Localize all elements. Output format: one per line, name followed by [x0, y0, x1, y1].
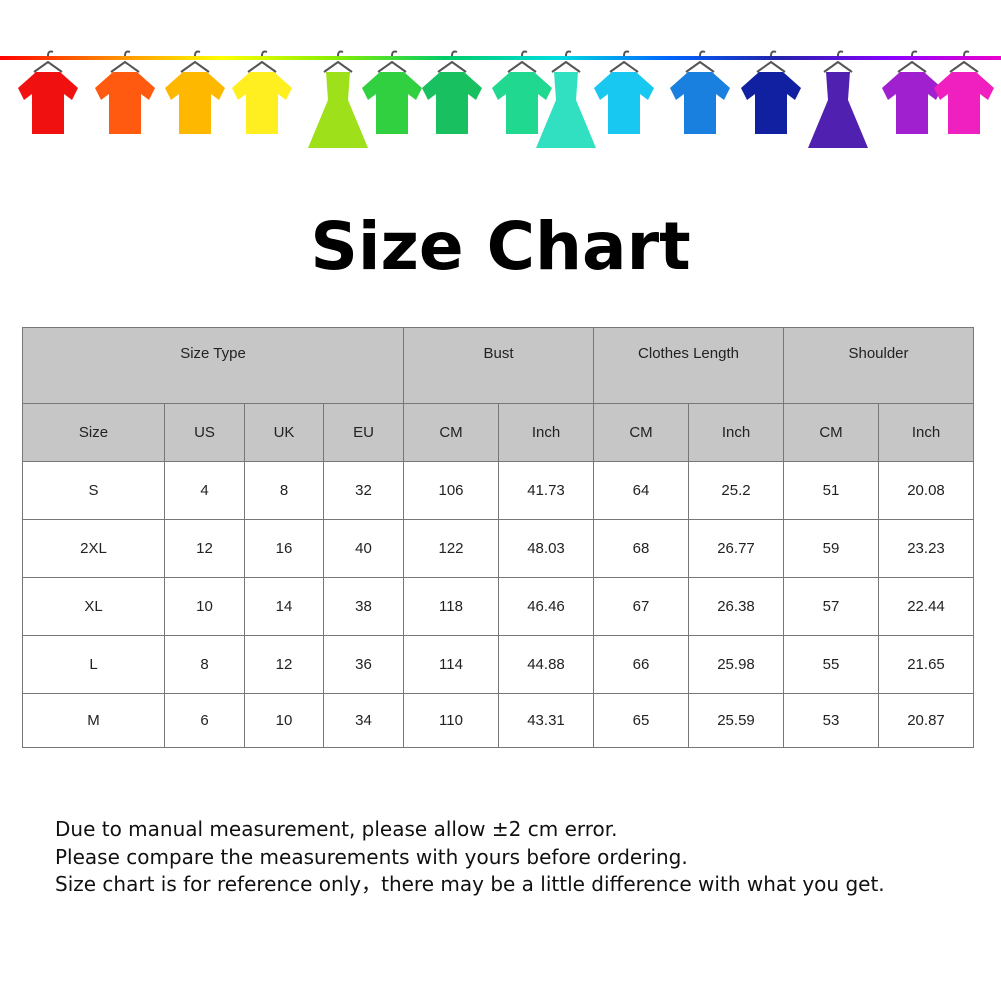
column-header: UK	[244, 403, 324, 462]
size-table: Size Type Bust Clothes Length Shoulder S…	[22, 327, 974, 748]
clothesline	[0, 56, 1001, 60]
table-cell: 25.2	[688, 461, 784, 520]
garment-icon	[536, 50, 596, 148]
table-cell: 26.38	[688, 577, 784, 636]
table-cell: 25.98	[688, 635, 784, 694]
table-cell: 41.73	[498, 461, 594, 520]
table-cell: 44.88	[498, 635, 594, 694]
table-cell: 110	[403, 693, 499, 748]
note-line: Size chart is for reference only，there m…	[55, 872, 885, 896]
garment-icon	[882, 50, 942, 134]
table-cell: 38	[323, 577, 404, 636]
column-header: Inch	[878, 403, 974, 462]
table-cell: 122	[403, 519, 499, 578]
table-cell: 10	[244, 693, 324, 748]
table-cell: 10	[164, 577, 245, 636]
group-header: Size Type	[22, 327, 404, 404]
table-cell: 48.03	[498, 519, 594, 578]
table-cell: 68	[593, 519, 689, 578]
column-header: Inch	[688, 403, 784, 462]
table-cell: 64	[593, 461, 689, 520]
table-cell: M	[22, 693, 165, 748]
table-cell: 57	[783, 577, 879, 636]
garment-icon	[594, 50, 654, 134]
garment-icon	[362, 50, 422, 134]
table-cell: 65	[593, 693, 689, 748]
note-line: Due to manual measurement, please allow …	[55, 817, 618, 841]
garment-icon	[95, 50, 155, 134]
garment-icon	[741, 50, 801, 134]
table-cell: 46.46	[498, 577, 594, 636]
garment-icon	[808, 50, 868, 148]
table-cell: 67	[593, 577, 689, 636]
table-cell: 53	[783, 693, 879, 748]
group-header: Clothes Length	[593, 327, 784, 404]
garment-icon	[422, 50, 482, 134]
garment-icon	[492, 50, 552, 134]
table-cell: 4	[164, 461, 245, 520]
table-cell: 51	[783, 461, 879, 520]
group-header: Shoulder	[783, 327, 974, 404]
table-row: XL 10 14 38 118 46.46 67 26.38 57 22.44	[22, 577, 974, 636]
table-cell: 6	[164, 693, 245, 748]
table-cell: 40	[323, 519, 404, 578]
notes: Due to manual measurement, please allow …	[55, 816, 885, 899]
table-row: L 8 12 36 114 44.88 66 25.98 55 21.65	[22, 635, 974, 694]
garment-icon	[165, 50, 225, 134]
garment-icon	[670, 50, 730, 134]
table-cell: 12	[164, 519, 245, 578]
table-cell: 118	[403, 577, 499, 636]
table-cell: 8	[164, 635, 245, 694]
table-cell: 34	[323, 693, 404, 748]
note-line: Please compare the measurements with you…	[55, 844, 688, 869]
table-cell: 23.23	[878, 519, 974, 578]
page-title: Size Chart	[310, 208, 691, 285]
clothes-banner	[18, 50, 994, 148]
table-cell: 22.44	[878, 577, 974, 636]
table-cell: 43.31	[498, 693, 594, 748]
table-cell: 36	[323, 635, 404, 694]
table-row: 2XL 12 16 40 122 48.03 68 26.77 59 23.23	[22, 519, 974, 578]
table-cell: L	[22, 635, 165, 694]
table-cell: 25.59	[688, 693, 784, 748]
table-cell: 66	[593, 635, 689, 694]
table-cell: 55	[783, 635, 879, 694]
table-cell: XL	[22, 577, 165, 636]
garment-icon	[934, 50, 994, 134]
table-row: M 6 10 34 110 43.31 65 25.59 53 20.87	[22, 693, 974, 748]
table-cell: 12	[244, 635, 324, 694]
column-header: CM	[593, 403, 689, 462]
table-cell: 16	[244, 519, 324, 578]
column-header: CM	[783, 403, 879, 462]
garment-icon	[18, 50, 78, 134]
column-header: CM	[403, 403, 499, 462]
table-cell: 20.87	[878, 693, 974, 748]
group-header: Bust	[403, 327, 594, 404]
garment-icon	[308, 50, 368, 148]
column-header: Inch	[498, 403, 594, 462]
column-header: US	[164, 403, 245, 462]
table-row: S 4 8 32 106 41.73 64 25.2 51 20.08	[22, 461, 974, 520]
table-cell: 8	[244, 461, 324, 520]
table-cell: 106	[403, 461, 499, 520]
table-cell: 2XL	[22, 519, 165, 578]
table-cell: 26.77	[688, 519, 784, 578]
table-cell: 32	[323, 461, 404, 520]
table-cell: 59	[783, 519, 879, 578]
table-cell: 14	[244, 577, 324, 636]
table-cell: S	[22, 461, 165, 520]
garment-icon	[232, 50, 292, 134]
column-header: Size	[22, 403, 165, 462]
table-cell: 114	[403, 635, 499, 694]
table-cell: 20.08	[878, 461, 974, 520]
column-header: EU	[323, 403, 404, 462]
table-cell: 21.65	[878, 635, 974, 694]
